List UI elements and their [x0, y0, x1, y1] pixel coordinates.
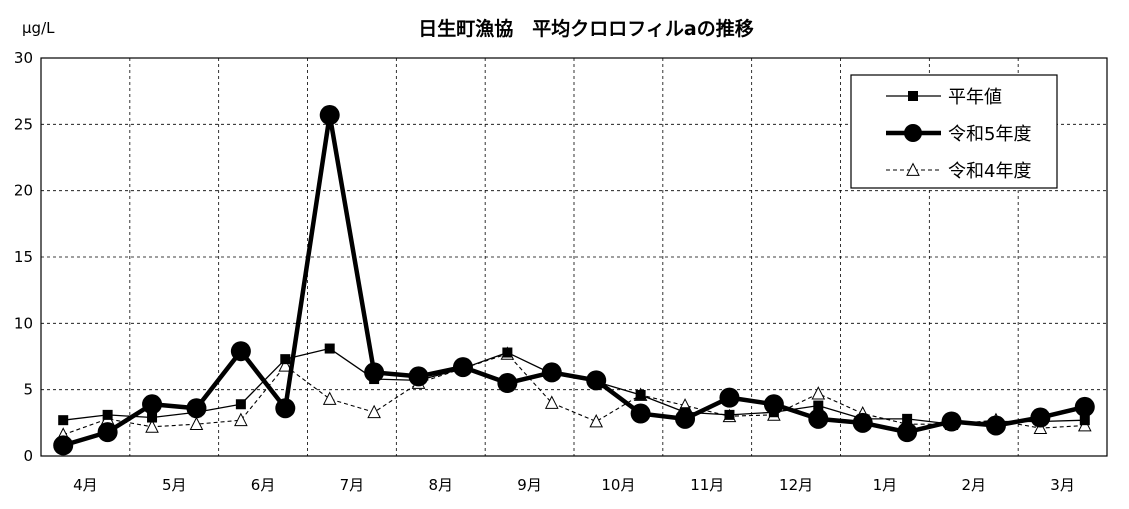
data-point [275, 398, 296, 419]
data-point [102, 409, 113, 420]
series-2 [53, 105, 1095, 456]
data-point [324, 343, 335, 354]
data-point [808, 408, 829, 429]
data-point [234, 412, 248, 427]
y-tick-label: 5 [23, 381, 33, 399]
data-point [897, 422, 918, 443]
x-tick-label: 2月 [961, 476, 986, 494]
data-point [811, 386, 826, 400]
data-point [724, 409, 735, 420]
series-line [63, 353, 1085, 436]
data-point [322, 391, 337, 405]
data-point [502, 347, 513, 358]
x-tick-label: 11月 [690, 476, 724, 494]
data-point [544, 395, 559, 409]
data-point [586, 370, 607, 391]
data-point [278, 358, 293, 372]
x-tick-label: 1月 [873, 476, 898, 494]
data-point [53, 435, 74, 456]
data-point [1030, 407, 1051, 428]
x-tick-label: 3月 [1050, 476, 1075, 494]
data-point [142, 394, 163, 415]
x-tick-label: 7月 [340, 476, 365, 494]
data-point [635, 389, 646, 400]
legend-box [850, 74, 1058, 189]
data-point [1074, 396, 1095, 417]
grid-lines [41, 58, 1107, 456]
chart-title: 日生町漁協 平均クロロフィルaの推移 [418, 17, 753, 40]
data-point [630, 403, 651, 424]
data-point [367, 404, 381, 419]
data-point [147, 412, 158, 423]
data-point [364, 362, 385, 383]
data-point [1079, 415, 1090, 426]
series-layer [53, 105, 1095, 456]
y-axis: 0 5 10 15 20 25 30 [14, 49, 33, 465]
data-point [813, 400, 824, 411]
data-point [675, 408, 696, 429]
plot-area [40, 57, 1108, 457]
data-point [902, 413, 913, 424]
y-tick-label: 30 [14, 49, 33, 67]
data-point [235, 399, 246, 410]
data-point [1033, 420, 1048, 435]
data-point [719, 387, 740, 408]
data-point [189, 416, 204, 431]
data-point [452, 357, 473, 378]
x-tick-label: 9月 [517, 476, 542, 494]
x-tick-label: 8月 [428, 476, 453, 494]
legend-label: 平年値 [948, 87, 1002, 108]
data-point [97, 422, 118, 443]
y-tick-label: 20 [14, 182, 33, 200]
legend-marker [906, 162, 920, 176]
data-point [852, 412, 873, 433]
x-tick-label: 10月 [601, 476, 635, 494]
data-point [763, 394, 784, 415]
data-point [280, 354, 291, 365]
data-point [230, 341, 251, 362]
data-point [408, 366, 429, 387]
data-point [985, 415, 1006, 436]
legend-label: 令和4年度 [948, 161, 1031, 182]
data-point [58, 415, 69, 426]
x-tick-label: 12月 [779, 476, 813, 494]
data-point [541, 362, 562, 383]
data-point [497, 373, 518, 394]
y-tick-label: 25 [14, 115, 33, 133]
data-point [186, 398, 207, 419]
legend-label: 令和5年度 [948, 124, 1031, 145]
x-tick-label: 5月 [162, 476, 187, 494]
y-tick-label: 15 [14, 248, 33, 266]
y-tick-label: 10 [14, 314, 33, 332]
data-point [145, 419, 159, 433]
legend-marker [908, 91, 918, 101]
data-point [941, 411, 962, 432]
data-point [589, 414, 604, 428]
legend-marker [904, 124, 922, 142]
x-tick-label: 4月 [73, 476, 98, 494]
y-tick-label: 0 [23, 447, 33, 465]
data-point [319, 105, 340, 126]
x-tick-label: 6月 [251, 476, 276, 494]
y-axis-unit-label: μg/L [22, 19, 55, 37]
x-axis: 4月 5月 6月 7月 8月 9月 10月 11月 12月 1月 2月 3月 [73, 476, 1075, 494]
